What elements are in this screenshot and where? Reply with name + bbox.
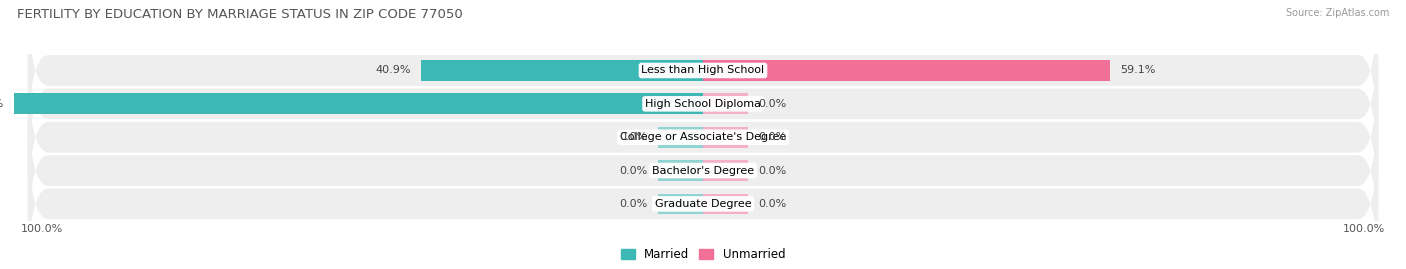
Bar xyxy=(703,60,1111,81)
Text: Bachelor's Degree: Bachelor's Degree xyxy=(652,165,754,176)
Text: 100.0%: 100.0% xyxy=(0,99,4,109)
FancyBboxPatch shape xyxy=(28,19,1378,189)
Text: Less than High School: Less than High School xyxy=(641,65,765,76)
Text: 0.0%: 0.0% xyxy=(620,199,648,209)
Text: 100.0%: 100.0% xyxy=(1343,224,1385,234)
Text: 0.0%: 0.0% xyxy=(620,165,648,176)
Text: 0.0%: 0.0% xyxy=(758,99,786,109)
FancyBboxPatch shape xyxy=(28,0,1378,155)
Bar xyxy=(14,94,703,114)
Text: 0.0%: 0.0% xyxy=(620,132,648,142)
Bar xyxy=(658,194,703,214)
Bar xyxy=(658,127,703,147)
Text: 100.0%: 100.0% xyxy=(21,224,63,234)
Legend: Married, Unmarried: Married, Unmarried xyxy=(620,248,786,261)
Text: Graduate Degree: Graduate Degree xyxy=(655,199,751,209)
FancyBboxPatch shape xyxy=(28,86,1378,255)
Text: 0.0%: 0.0% xyxy=(758,199,786,209)
Text: Source: ZipAtlas.com: Source: ZipAtlas.com xyxy=(1285,8,1389,18)
Text: High School Diploma: High School Diploma xyxy=(645,99,761,109)
Bar xyxy=(658,160,703,181)
FancyBboxPatch shape xyxy=(28,119,1378,269)
Text: 0.0%: 0.0% xyxy=(758,132,786,142)
Bar xyxy=(422,60,703,81)
Text: 59.1%: 59.1% xyxy=(1121,65,1156,76)
Text: FERTILITY BY EDUCATION BY MARRIAGE STATUS IN ZIP CODE 77050: FERTILITY BY EDUCATION BY MARRIAGE STATU… xyxy=(17,8,463,21)
Text: 40.9%: 40.9% xyxy=(375,65,411,76)
Bar xyxy=(703,127,748,147)
Bar xyxy=(703,94,748,114)
Text: 0.0%: 0.0% xyxy=(758,165,786,176)
Bar xyxy=(703,160,748,181)
Bar xyxy=(703,194,748,214)
FancyBboxPatch shape xyxy=(28,52,1378,222)
Text: College or Associate's Degree: College or Associate's Degree xyxy=(620,132,786,142)
